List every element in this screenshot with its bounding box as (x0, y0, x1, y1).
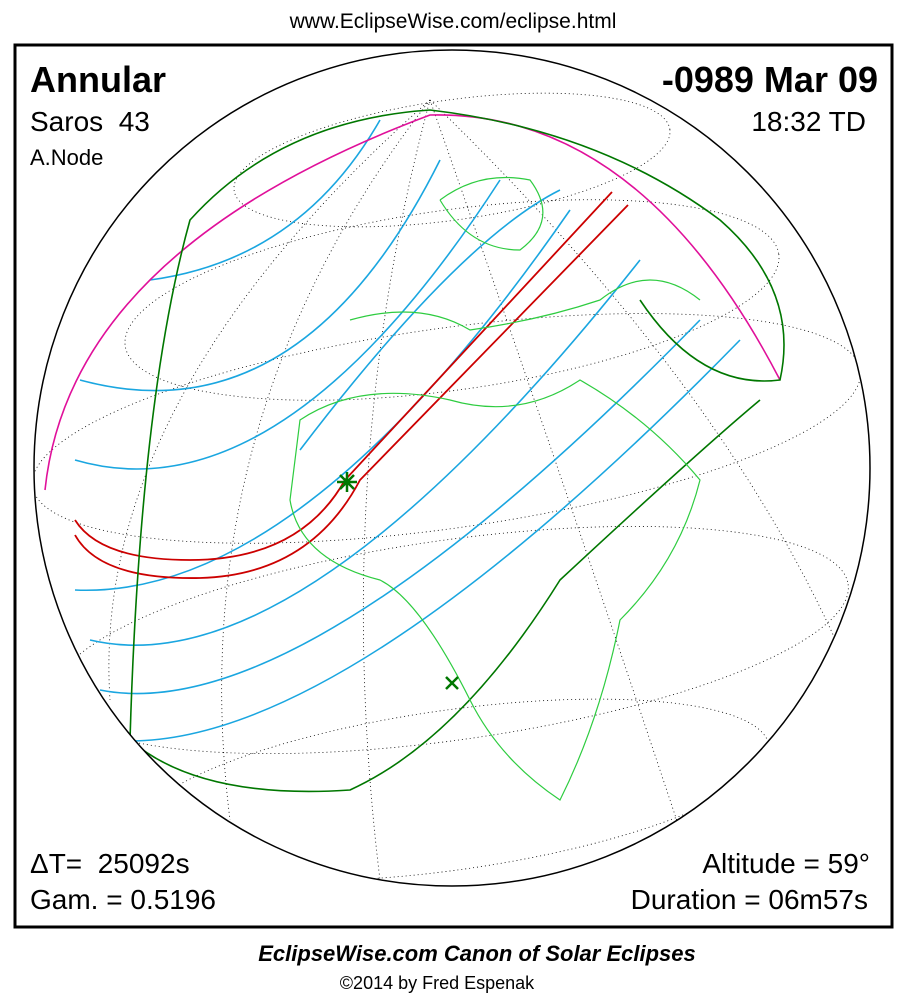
copyright: ©2014 by Fred Espenak (340, 973, 535, 993)
coastlines (289, 177, 701, 801)
eclipse-date: -0989 Mar 09 (662, 59, 878, 100)
gamma: Gam. = 0.5196 (30, 884, 216, 915)
node: A.Node (30, 145, 103, 170)
url: www.EclipseWise.com/eclipse.html (289, 10, 617, 33)
penumbra-limit (44, 114, 781, 491)
eclipse-type: Annular (30, 59, 166, 100)
penumbra-outline (129, 109, 785, 793)
markers (337, 472, 459, 690)
central-path (74, 191, 629, 579)
saros: Saros 43 (30, 106, 150, 137)
globe-outline (33, 49, 871, 887)
time: 18:32 TD (751, 106, 866, 137)
duration: Duration = 06m57s (631, 884, 868, 915)
altitude: Altitude = 59° (702, 848, 870, 879)
footer-title: EclipseWise.com Canon of Solar Eclipses (258, 941, 696, 966)
magnitude-lines (74, 119, 741, 742)
delta-t: ΔT= 25092s (30, 848, 190, 879)
